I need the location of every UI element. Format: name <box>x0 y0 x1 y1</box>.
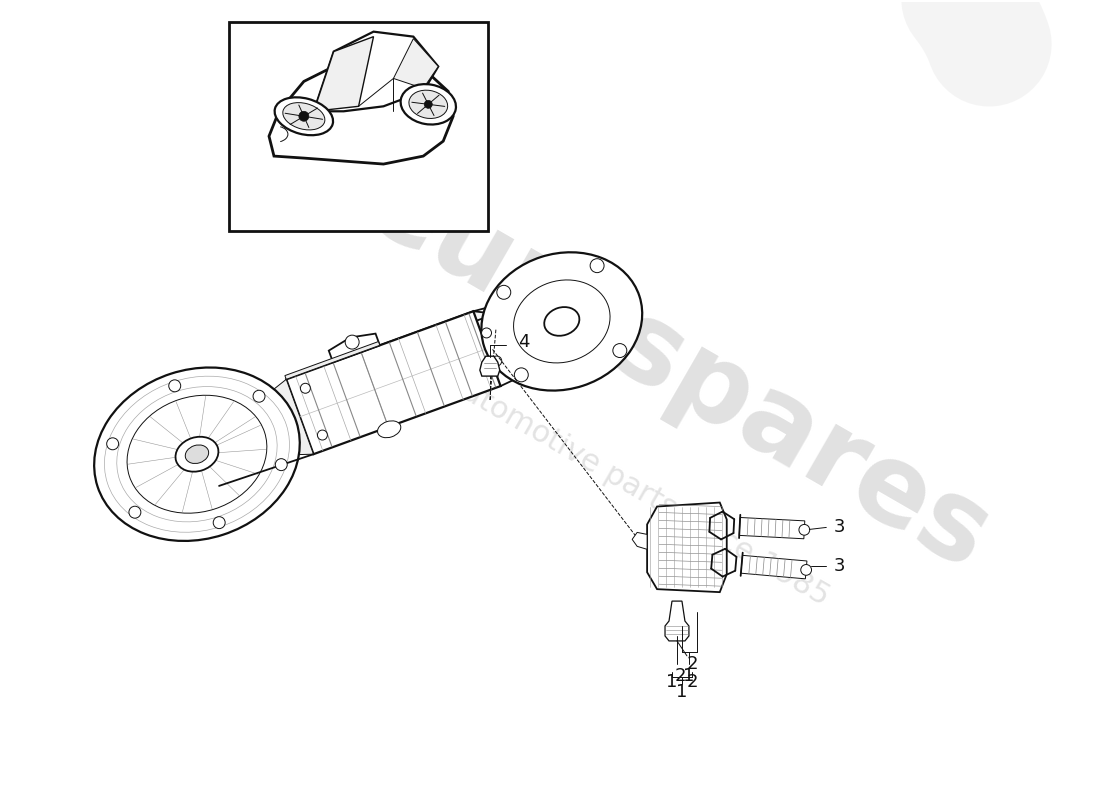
Text: 2: 2 <box>674 666 685 685</box>
Bar <box>229 22 487 230</box>
Circle shape <box>799 525 810 535</box>
Polygon shape <box>274 379 313 454</box>
Circle shape <box>515 368 528 382</box>
Text: 3: 3 <box>834 518 845 537</box>
Circle shape <box>482 328 492 338</box>
Circle shape <box>107 438 119 450</box>
Circle shape <box>345 335 359 349</box>
Circle shape <box>590 258 604 273</box>
Text: 1: 1 <box>676 682 688 701</box>
Ellipse shape <box>482 252 642 390</box>
Ellipse shape <box>128 395 267 513</box>
Polygon shape <box>286 311 500 454</box>
Circle shape <box>425 100 432 108</box>
Text: 2: 2 <box>686 673 697 690</box>
Polygon shape <box>647 502 727 592</box>
Text: 4: 4 <box>518 334 529 351</box>
Circle shape <box>318 430 328 440</box>
Text: 1: 1 <box>667 673 678 690</box>
Circle shape <box>129 506 141 518</box>
Polygon shape <box>666 601 689 641</box>
Circle shape <box>253 390 265 402</box>
Circle shape <box>492 356 502 366</box>
Circle shape <box>497 286 510 299</box>
Ellipse shape <box>400 84 456 125</box>
Ellipse shape <box>544 307 580 336</box>
Ellipse shape <box>275 98 333 135</box>
Ellipse shape <box>514 280 611 363</box>
Text: 2: 2 <box>686 655 697 673</box>
Ellipse shape <box>409 90 448 118</box>
Text: automotive parts since 1985: automotive parts since 1985 <box>440 367 835 612</box>
Polygon shape <box>270 62 453 164</box>
Ellipse shape <box>185 445 209 463</box>
Circle shape <box>613 343 627 358</box>
Polygon shape <box>741 555 807 579</box>
Circle shape <box>275 458 287 470</box>
Ellipse shape <box>176 437 219 472</box>
Polygon shape <box>632 533 647 550</box>
Circle shape <box>213 517 226 529</box>
Circle shape <box>801 565 812 575</box>
Polygon shape <box>739 518 805 538</box>
Ellipse shape <box>283 102 324 130</box>
Circle shape <box>299 111 309 122</box>
Text: 3: 3 <box>834 558 845 575</box>
Ellipse shape <box>377 421 400 438</box>
Circle shape <box>300 383 310 394</box>
Ellipse shape <box>95 367 300 541</box>
Circle shape <box>168 380 180 392</box>
Polygon shape <box>394 38 438 88</box>
Polygon shape <box>285 342 380 379</box>
Polygon shape <box>314 32 438 111</box>
Polygon shape <box>480 356 499 376</box>
Polygon shape <box>329 334 379 362</box>
Text: eurospares: eurospares <box>345 148 1008 592</box>
Polygon shape <box>314 37 374 111</box>
Polygon shape <box>286 311 495 382</box>
Text: 1: 1 <box>683 666 694 685</box>
